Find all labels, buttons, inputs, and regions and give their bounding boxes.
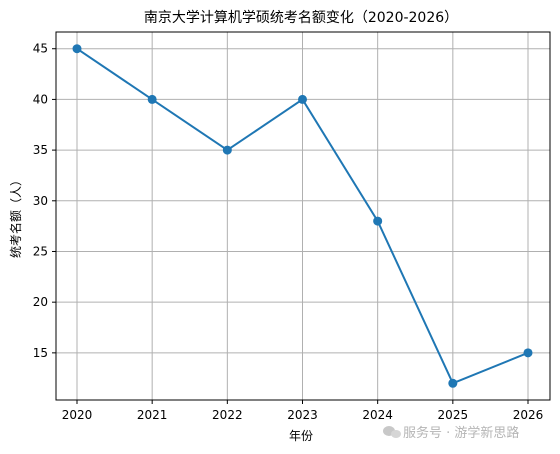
- y-tick-label: 15: [33, 346, 48, 360]
- y-axis: 15 20 25 30 35 40 45: [33, 42, 56, 360]
- y-tick-label: 35: [33, 143, 48, 157]
- y-tick-label: 40: [33, 92, 48, 106]
- x-tick-label: 2026: [513, 408, 544, 422]
- data-point: [448, 378, 458, 388]
- wechat-icon: [383, 426, 401, 438]
- data-point: [523, 348, 533, 358]
- x-tick-label: 2022: [212, 408, 243, 422]
- y-tick-label: 45: [33, 42, 48, 56]
- data-point: [72, 44, 82, 54]
- x-tick-label: 2020: [62, 408, 93, 422]
- y-tick-label: 20: [33, 295, 48, 309]
- series-layer: [72, 44, 533, 388]
- chart-title: 南京大学计算机学硕统考名额变化（2020-2026）: [144, 10, 458, 26]
- x-tick-label: 2025: [438, 408, 469, 422]
- x-tick-label: 2021: [137, 408, 168, 422]
- y-tick-label: 30: [33, 194, 48, 208]
- grid: [56, 32, 550, 400]
- data-point: [222, 145, 232, 155]
- watermark: 服务号 · 游学新思路: [383, 425, 519, 441]
- y-tick-label: 25: [33, 244, 48, 258]
- watermark-text: 服务号 · 游学新思路: [403, 425, 519, 441]
- data-point: [373, 216, 383, 226]
- x-axis: 2020 2021 2022 2023 2024 2025 2026: [62, 400, 544, 422]
- x-axis-title: 年份: [289, 429, 313, 443]
- x-tick-label: 2023: [287, 408, 318, 422]
- y-axis-title: 统考名额（人）: [8, 174, 23, 258]
- data-point: [147, 94, 157, 104]
- x-tick-label: 2024: [362, 408, 393, 422]
- data-point: [298, 94, 307, 104]
